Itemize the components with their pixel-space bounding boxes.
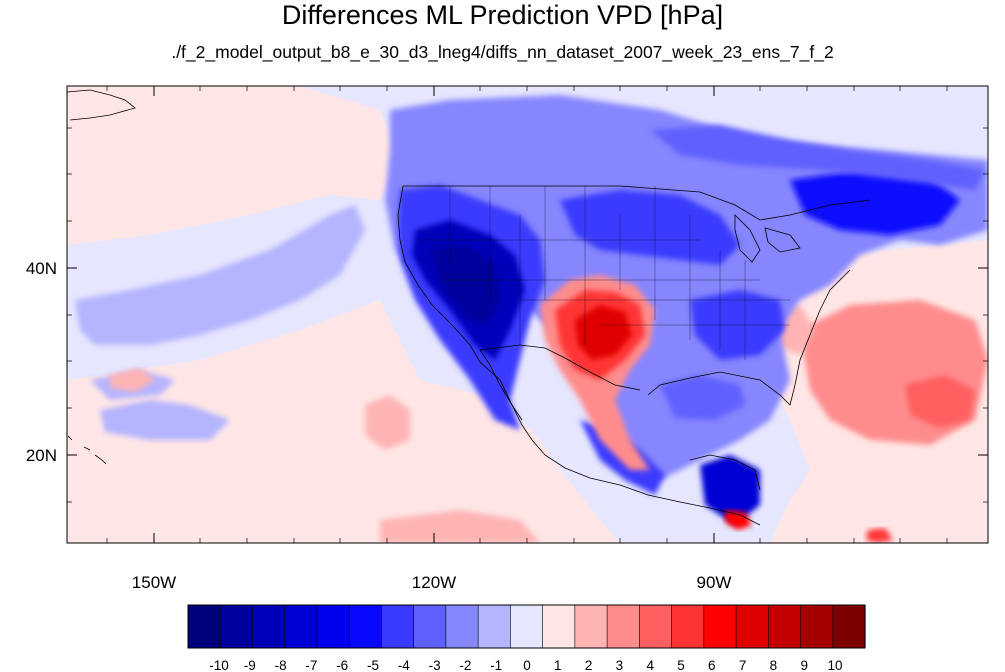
colorbar: -10 -9 -8 -7 -6 -5 -4 -3 -2 -1 0 1 2 3 4 5 6 7 8 9 10 <box>187 604 866 672</box>
map-subtitle: ./f_2_model_output_b8_e_30_d3_lneg4/diff… <box>171 42 834 62</box>
colorbar-swatch <box>735 604 769 649</box>
colorbar-swatch <box>510 604 544 649</box>
field-pink-north-pacific <box>67 86 400 245</box>
field-blue-northeast <box>790 170 960 235</box>
colorbar-swatch <box>445 604 479 649</box>
colorbar-tick-label: 9 <box>800 658 808 672</box>
colorbar-swatch <box>606 604 640 649</box>
colorbar-tick-label: -5 <box>367 658 379 672</box>
colorbar-tick-label: 3 <box>616 658 624 672</box>
colorbar-swatch <box>477 604 511 649</box>
field-darkred-texas-core <box>575 305 632 360</box>
coastline-baja <box>479 349 523 421</box>
colorbar-swatch <box>413 604 447 649</box>
axis-ticks <box>67 86 988 543</box>
border-us-canada <box>403 185 871 221</box>
colorbar-tick-label: 7 <box>739 658 747 672</box>
field-darkblue-yucatan <box>700 455 760 525</box>
colorbar-swatch <box>284 604 318 649</box>
lon-label-90w: 90W <box>697 573 732 592</box>
colorbar-tick-label: 0 <box>523 658 531 672</box>
colorbar-swatch <box>316 604 350 649</box>
colorbar-tick-label: 10 <box>827 658 842 672</box>
field-lightblue-pacific-sw <box>100 400 230 440</box>
map-panel <box>67 86 988 543</box>
colorbar-swatch <box>381 604 415 649</box>
coastline-group <box>67 89 871 526</box>
colorbar-swatch <box>542 604 576 649</box>
colorbar-swatch <box>832 604 866 649</box>
lat-tick-labels: 20N 40N <box>26 259 57 465</box>
alaska-coast <box>67 89 136 121</box>
colorbar-tick-label: -9 <box>244 658 256 672</box>
coastline-west <box>397 185 761 526</box>
colorbar-tick-label: 2 <box>585 658 593 672</box>
colorbar-tick-label: -2 <box>459 658 471 672</box>
colorbar-tick-label: -1 <box>490 658 502 672</box>
colorbar-swatch <box>671 604 705 649</box>
colorbar-tick-label: -7 <box>305 658 317 672</box>
colorbar-tick-label: 5 <box>677 658 685 672</box>
field-blue-gulf <box>660 375 745 420</box>
colorbar-swatch <box>252 604 286 649</box>
field-pink-patch-south <box>380 510 540 543</box>
colorbar-tick-label: -10 <box>209 658 229 672</box>
colorbar-swatch <box>219 604 254 649</box>
colorbar-tick-label: 4 <box>646 658 654 672</box>
lat-label-40n: 40N <box>26 259 57 278</box>
coastline-gulf <box>647 269 851 406</box>
field-pink-patch-2 <box>110 368 155 392</box>
field-pink-patch-1 <box>365 395 410 450</box>
colorbar-swatch <box>767 604 802 649</box>
colorbar-tick-label: -8 <box>275 658 287 672</box>
field-red-atlantic-core <box>905 375 975 428</box>
colorbar-tick-label: -6 <box>336 658 348 672</box>
hawaii-islands <box>67 435 107 465</box>
field-blue-canada <box>560 190 740 265</box>
colorbar-swatch <box>639 604 673 649</box>
colorbar-swatch <box>187 604 221 649</box>
field-red-caribbean <box>866 528 893 543</box>
map-frame <box>66 85 989 544</box>
field-red-central-america <box>725 510 752 530</box>
field-blue-canada-north <box>650 125 985 190</box>
colorbar-swatch <box>800 604 834 649</box>
colorbar-tick-label: -4 <box>398 658 410 672</box>
field-lightblue-pacific-band <box>75 205 365 345</box>
lat-label-20n: 20N <box>26 446 57 465</box>
lon-label-150w: 150W <box>132 573 176 592</box>
colorbar-swatch <box>703 604 737 649</box>
lon-label-120w: 120W <box>412 573 456 592</box>
field-pink-central-pacific <box>67 300 620 543</box>
colorbar-swatch <box>348 604 383 649</box>
lon-tick-labels: 150W 120W 90W <box>132 573 732 592</box>
colorbar-tick-label: 8 <box>770 658 778 672</box>
colorbar-tick-label: 6 <box>708 658 716 672</box>
state-boundaries <box>420 186 790 360</box>
field-navy-west-core <box>430 245 500 325</box>
map-title: Differences ML Prediction VPD [hPa] <box>281 0 724 30</box>
colorbar-tick-label: 1 <box>554 658 562 672</box>
colorbar-frame <box>187 604 866 649</box>
colorbar-tick-label: -3 <box>429 658 441 672</box>
colorbar-swatch <box>574 604 608 649</box>
great-lakes <box>734 214 801 263</box>
coastline-yucatan <box>689 454 761 491</box>
